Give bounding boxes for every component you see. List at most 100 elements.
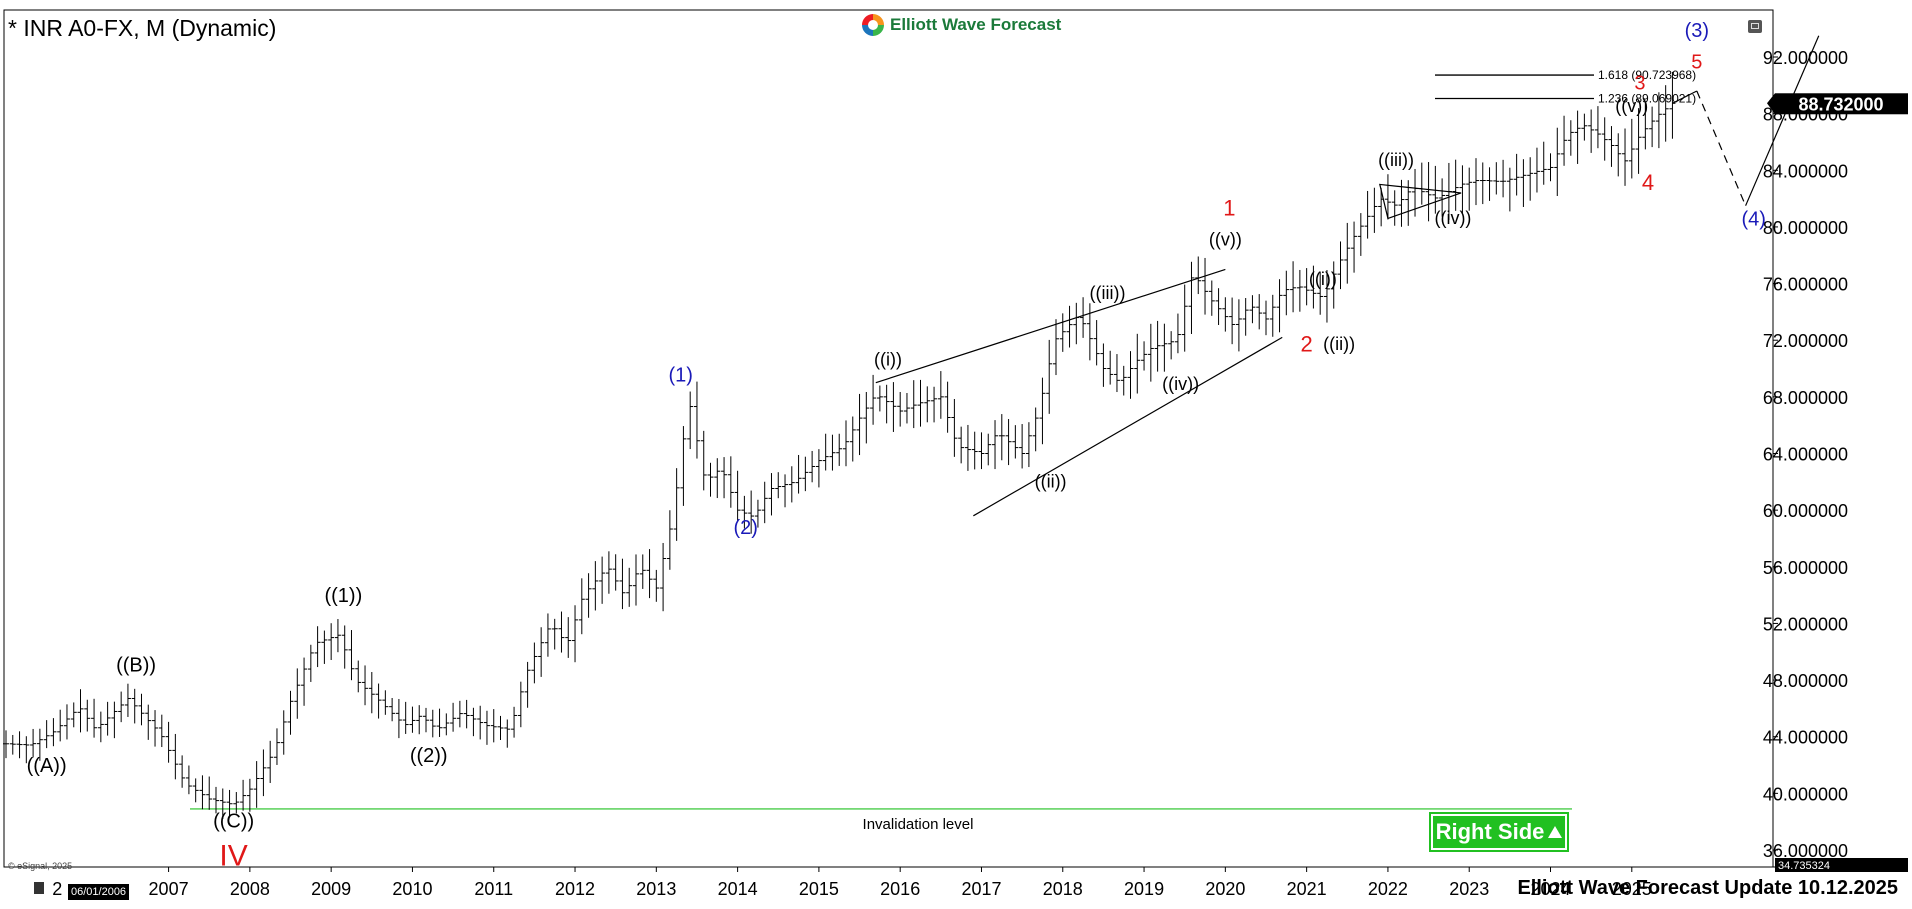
- x-tick-label: 2013: [636, 879, 676, 899]
- ohlc-bar: [1086, 303, 1093, 361]
- ohlc-bar: [9, 734, 16, 755]
- ohlc-bar: [632, 554, 639, 606]
- ohlc-bar: [653, 569, 660, 602]
- wave-label: (4): [1742, 209, 1766, 231]
- ohlc-bar: [646, 549, 653, 599]
- ohlc-bar: [504, 719, 511, 748]
- ohlc-bar: [856, 393, 863, 456]
- x-tick-label: 2024: [1530, 879, 1570, 899]
- ohlc-bar: [368, 672, 375, 714]
- ohlc-bar: [1120, 365, 1127, 396]
- ohlc-bar: [1317, 271, 1324, 315]
- ohlc-bar: [1235, 299, 1242, 352]
- ohlc-bar: [1608, 126, 1615, 167]
- ohlc-bar: [97, 711, 104, 743]
- ohlc-bar: [524, 661, 531, 708]
- ohlc-bar: [477, 705, 484, 740]
- bottom-value-tag: [1775, 858, 1908, 872]
- ohlc-bar: [287, 690, 294, 735]
- y-tick-label: 60.000000: [1763, 501, 1848, 521]
- ohlc-bar: [443, 713, 450, 736]
- ohlc-bar: [1371, 187, 1378, 233]
- wave-label: ((i)): [874, 350, 902, 370]
- current-price-label: 88.732000: [1798, 94, 1883, 114]
- channel-trendline: [973, 336, 1283, 517]
- fib-level-label: 1.618 (90.723968): [1598, 68, 1696, 82]
- ohlc-bar: [578, 578, 585, 635]
- ohlc-bar: [1066, 305, 1073, 348]
- y-tick-label: 40.000000: [1763, 784, 1848, 804]
- brand-name: Elliott Wave Forecast: [890, 15, 1062, 34]
- ohlc-bar: [565, 617, 572, 658]
- ohlc-bar: [1594, 106, 1601, 149]
- ohlc-bar: [673, 468, 680, 541]
- ohlc-bar: [538, 627, 545, 677]
- wave-label: ((v)): [1209, 229, 1242, 249]
- ohlc-bar: [958, 426, 965, 464]
- ohlc-bar: [721, 457, 728, 499]
- ohlc-bar: [1269, 294, 1276, 337]
- wave-label: ((ii)): [1323, 334, 1355, 354]
- y-tick-label: 56.000000: [1763, 558, 1848, 578]
- wave-label: ((iii)): [1378, 150, 1414, 170]
- x-tick-label: 2014: [718, 879, 758, 899]
- ohlc-bar: [409, 706, 416, 733]
- ohlc-bar: [822, 433, 829, 471]
- ohlc-bar: [1283, 270, 1290, 316]
- ohlc-bar: [192, 778, 199, 803]
- ohlc-bar: [1073, 302, 1080, 345]
- y-tick-label: 76.000000: [1763, 275, 1848, 295]
- ohlc-bar: [517, 681, 524, 728]
- ohlc-bar: [1134, 333, 1141, 394]
- ohlc-bar: [1080, 297, 1087, 338]
- ohlc-bar: [1005, 419, 1012, 466]
- plot-frame: [3, 9, 1774, 868]
- wave-label: (1): [668, 364, 692, 386]
- wave-label: (2): [734, 517, 758, 539]
- ohlc-bar: [1032, 407, 1039, 452]
- ohlc-bar: [1323, 269, 1330, 323]
- ohlc-bar: [348, 630, 355, 681]
- x-tick-label: 2008: [230, 879, 270, 899]
- ohlc-bar: [199, 775, 206, 810]
- wave-label: ((ii)): [1035, 471, 1067, 491]
- ohlc-bar: [1093, 320, 1100, 366]
- ohlc-bar: [389, 697, 396, 722]
- x-tick-label: 2007: [149, 879, 189, 899]
- x-tick-label: 2011: [474, 879, 513, 899]
- ohlc-bar: [84, 699, 91, 732]
- ohlc-bar: [971, 431, 978, 470]
- x-tick-label: 2021: [1287, 879, 1327, 899]
- ohlc-bar: [666, 510, 673, 570]
- ohlc-bar: [748, 490, 755, 534]
- ohlc-bar: [104, 701, 111, 736]
- window-toggle-icon[interactable]: [1748, 20, 1762, 33]
- ohlc-bar: [829, 434, 836, 471]
- ohlc-bar: [1520, 159, 1527, 207]
- ohlc-bar: [321, 630, 328, 664]
- channel-trendline: [875, 268, 1226, 384]
- ohlc-bar: [1337, 241, 1344, 290]
- ohlc-bar: [1662, 85, 1669, 142]
- ohlc-bar: [307, 644, 314, 682]
- ohlc-bar: [118, 691, 125, 723]
- ohlc-bar: [768, 473, 775, 516]
- ohlc-bar: [605, 551, 612, 594]
- ohlc-bar: [707, 462, 714, 497]
- ohlc-bar: [1351, 221, 1358, 273]
- ohlc-bar: [463, 699, 470, 729]
- ohlc-bar: [43, 720, 50, 749]
- wave-label: ((2)): [410, 745, 448, 767]
- ohlc-bar: [782, 474, 789, 508]
- ohlc-bar: [626, 567, 633, 607]
- brand-logo-icon: [862, 14, 884, 36]
- wave-label: ((iii)): [1089, 283, 1125, 303]
- ohlc-bar: [1019, 424, 1026, 469]
- ohlc-bar: [809, 450, 816, 483]
- ohlc-bar: [36, 728, 43, 761]
- ohlc-bar: [1439, 178, 1446, 217]
- ohlc-bar: [572, 605, 579, 663]
- ohlc-bar: [206, 776, 213, 810]
- y-tick-label: 48.000000: [1763, 671, 1848, 691]
- ohlc-bar: [1567, 120, 1574, 156]
